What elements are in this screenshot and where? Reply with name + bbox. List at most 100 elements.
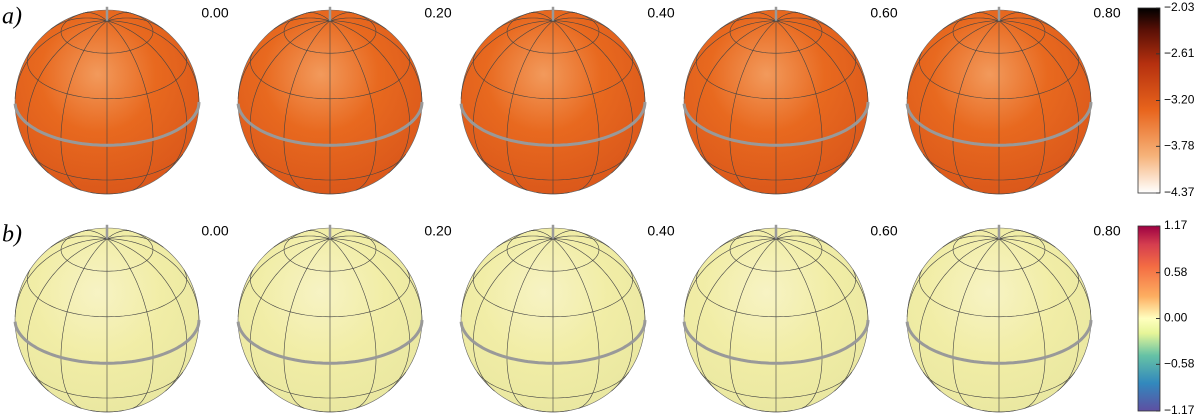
equator xyxy=(905,101,1093,147)
meridian-line xyxy=(952,238,1000,409)
meridian-line xyxy=(719,235,777,248)
meridian-line xyxy=(82,230,108,240)
latitude-line xyxy=(918,51,1080,100)
meridian-line xyxy=(775,17,833,30)
colorbar-tick-label: −1.17 xyxy=(1164,403,1195,417)
colorbar-tick-label: −2.61 xyxy=(1164,46,1195,60)
colorbar-tick-label: −2.03 xyxy=(1164,0,1195,14)
meridian-line xyxy=(999,20,1092,103)
meridian-line xyxy=(942,17,1000,30)
meridian-line xyxy=(506,20,554,191)
meridian-line xyxy=(952,20,1000,191)
phase-label: 0.20 xyxy=(424,5,451,21)
meridian-line xyxy=(329,230,355,240)
latitude-line xyxy=(90,192,124,195)
meridian-line xyxy=(998,17,1056,30)
latitude-line xyxy=(506,229,600,272)
meridian-line xyxy=(552,238,600,409)
latitude-line xyxy=(695,51,857,100)
meridian-line xyxy=(106,17,164,30)
meridian-line xyxy=(273,17,331,30)
meridian-line xyxy=(998,230,1024,240)
meridian-line xyxy=(998,235,1056,248)
meridian-line xyxy=(106,12,132,22)
meridian-line xyxy=(918,20,1000,174)
equator xyxy=(682,101,870,147)
latitude-line xyxy=(536,410,570,413)
meridian-line xyxy=(106,238,154,409)
colorbar-tick-label: 1.17 xyxy=(1164,218,1188,232)
phase-label: 0.40 xyxy=(647,5,674,21)
meridian-line xyxy=(998,20,1080,174)
meridian-line xyxy=(552,238,634,392)
latitude-line xyxy=(313,192,347,195)
meridian-line xyxy=(330,20,423,103)
meridian-line xyxy=(14,238,107,317)
meridian-line xyxy=(496,17,554,30)
phase-label: 0.60 xyxy=(870,5,897,21)
meridian-line xyxy=(776,20,869,103)
meridian-line xyxy=(329,20,377,191)
meridian-line xyxy=(552,230,578,240)
meridian-line xyxy=(729,238,777,409)
equator xyxy=(682,319,870,365)
equator xyxy=(13,319,201,365)
meridian-line xyxy=(50,17,108,30)
meridian-line xyxy=(695,20,777,174)
meridian-line xyxy=(106,20,154,191)
latitude-line xyxy=(26,51,188,100)
colorbar-tick-label: −3.78 xyxy=(1164,139,1195,153)
meridian-line xyxy=(82,12,108,22)
meridian-line xyxy=(472,238,554,392)
meridian-line xyxy=(106,230,132,240)
latitude-line xyxy=(759,410,793,413)
latitude-line xyxy=(506,11,600,54)
latitude-line xyxy=(60,229,154,272)
meridian-line xyxy=(683,238,776,317)
meridian-line xyxy=(775,238,857,392)
meridian-line xyxy=(237,20,330,99)
meridian-line xyxy=(26,20,108,174)
meridian-line xyxy=(683,20,776,99)
meridian-line xyxy=(775,20,823,191)
meridian-line xyxy=(329,235,387,248)
phase-label: 0.80 xyxy=(1093,223,1120,239)
latitude-line xyxy=(952,229,1046,272)
latitude-line xyxy=(982,192,1016,195)
colorbar-tick-label: 0.58 xyxy=(1164,265,1188,279)
latitude-line xyxy=(729,11,823,54)
latitude-line xyxy=(759,192,793,195)
meridian-line xyxy=(305,12,331,22)
meridian-line xyxy=(283,20,331,191)
meridian-line xyxy=(106,238,188,392)
latitude-line xyxy=(918,269,1080,318)
meridian-line xyxy=(283,238,331,409)
meridian-line xyxy=(50,235,108,248)
panel-label: a) xyxy=(2,4,22,30)
equator xyxy=(459,319,647,365)
meridian-line xyxy=(906,20,999,99)
meridian-line xyxy=(330,238,423,321)
phase-label: 0.80 xyxy=(1093,5,1120,21)
latitude-line xyxy=(695,269,857,318)
meridian-line xyxy=(775,235,833,248)
latitude-line xyxy=(952,11,1046,54)
phase-label: 0.40 xyxy=(647,223,674,239)
meridian-line xyxy=(14,20,107,99)
meridian-line xyxy=(237,238,330,317)
meridian-line xyxy=(460,238,553,317)
latitude-line xyxy=(26,269,188,318)
meridian-line xyxy=(26,238,108,392)
meridian-line xyxy=(249,238,331,392)
colorbar-tick-label: −0.58 xyxy=(1164,357,1195,371)
latitude-line xyxy=(283,11,377,54)
latitude-line xyxy=(729,229,823,272)
meridian-line xyxy=(528,230,554,240)
meridian-line xyxy=(506,238,554,409)
colorbar-tick-label: −3.20 xyxy=(1164,93,1195,107)
meridian-line xyxy=(106,235,164,248)
meridian-line xyxy=(918,238,1000,392)
meridian-line xyxy=(776,238,869,321)
latitude-line xyxy=(313,410,347,413)
